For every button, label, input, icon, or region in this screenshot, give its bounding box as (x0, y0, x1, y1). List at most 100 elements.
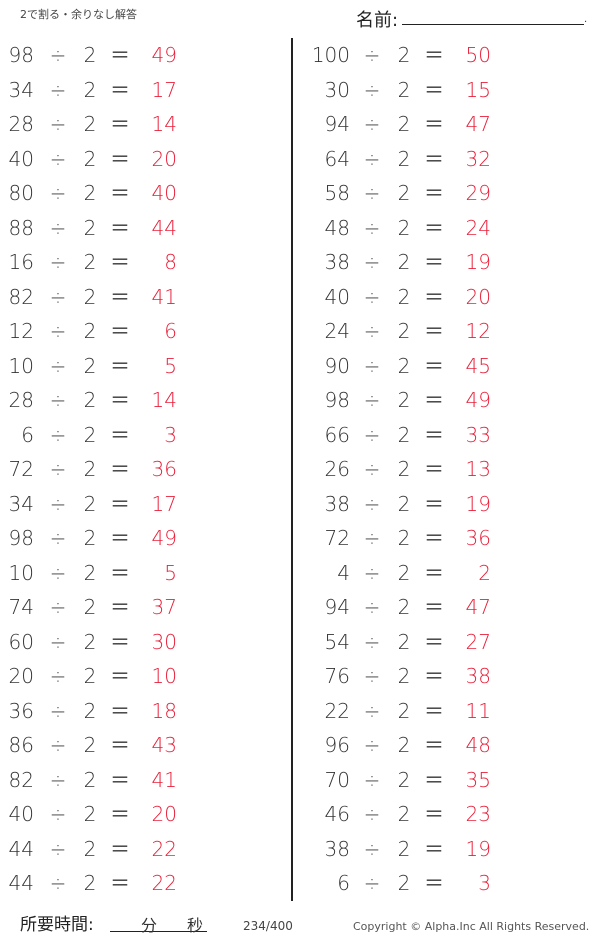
divisor: 2 (83, 491, 97, 516)
dividend: 10 (8, 560, 34, 585)
problem-row: 82 ÷ 2 ＝ 41 (0, 282, 600, 312)
dividend: 54 (324, 629, 350, 654)
equals-sign: ＝ (424, 43, 444, 67)
divisor: 2 (397, 215, 411, 240)
dividend: 100 (311, 43, 350, 67)
equals-sign: ＝ (424, 284, 444, 309)
answer: 45 (465, 353, 491, 378)
divide-sign: ÷ (49, 215, 67, 240)
problem-row: 66 ÷ 2 ＝ 33 (0, 420, 600, 450)
copyright: Copyright © Alpha.Inc All Rights Reserve… (353, 920, 590, 933)
divide-sign: ÷ (363, 836, 381, 861)
divide-sign: ÷ (363, 112, 381, 136)
dividend: 34 (8, 491, 34, 516)
problem-row: 22 ÷ 2 ＝ 11 (0, 696, 600, 726)
dividend: 40 (324, 284, 350, 309)
divide-sign: ÷ (363, 491, 381, 516)
equals-sign: ＝ (424, 319, 444, 343)
problem-row: 12 ÷ 2 ＝ 6 (0, 316, 600, 346)
problem-row: 98 ÷ 2 ＝ 49 (0, 523, 600, 553)
problem-row: 48 ÷ 2 ＝ 24 (0, 213, 600, 243)
name-field-line (402, 24, 584, 25)
divisor: 2 (83, 250, 97, 274)
problem-row: 34 ÷ 2 ＝ 17 (0, 75, 600, 105)
divide-sign: ÷ (49, 319, 67, 343)
problem-row: 38 ÷ 2 ＝ 19 (0, 489, 600, 519)
problem-row: 98 ÷ 2 ＝ 49 (0, 40, 600, 70)
equals-sign: ＝ (110, 250, 130, 274)
problem-row: 44 ÷ 2 ＝ 22 (0, 868, 600, 898)
divide-sign: ÷ (49, 146, 67, 171)
equals-sign: ＝ (424, 353, 444, 378)
answer: 3 (164, 422, 177, 447)
dividend: 34 (8, 77, 34, 102)
answer: 47 (465, 595, 491, 619)
answer: 20 (465, 284, 491, 309)
problem-row: 16 ÷ 2 ＝ 8 (0, 247, 600, 277)
answer: 15 (465, 77, 491, 102)
divisor: 2 (83, 457, 97, 481)
answer: 49 (151, 526, 177, 550)
answer: 33 (465, 422, 491, 447)
dividend: 82 (8, 284, 34, 309)
divide-sign: ÷ (49, 388, 67, 412)
divide-sign: ÷ (49, 560, 67, 585)
dividend: 36 (8, 698, 34, 723)
problem-row: 40 ÷ 2 ＝ 20 (0, 799, 600, 829)
problem-row: 54 ÷ 2 ＝ 27 (0, 627, 600, 657)
divisor: 2 (397, 422, 411, 447)
answer: 12 (465, 319, 491, 343)
dividend: 94 (324, 595, 350, 619)
answer: 22 (151, 836, 177, 861)
problem-row: 28 ÷ 2 ＝ 14 (0, 385, 600, 415)
divide-sign: ÷ (49, 284, 67, 309)
problem-row: 76 ÷ 2 ＝ 38 (0, 661, 600, 691)
answer: 50 (465, 43, 491, 67)
problem-row: 44 ÷ 2 ＝ 22 (0, 834, 600, 864)
problem-row: 70 ÷ 2 ＝ 35 (0, 765, 600, 795)
dividend: 64 (324, 146, 350, 171)
divisor: 2 (397, 698, 411, 723)
dividend: 24 (324, 319, 350, 343)
divisor: 2 (83, 353, 97, 378)
divide-sign: ÷ (49, 629, 67, 654)
equals-sign: ＝ (110, 560, 130, 585)
problem-row: 20 ÷ 2 ＝ 10 (0, 661, 600, 691)
problem-row: 100 ÷ 2 ＝ 50 (0, 40, 600, 70)
divide-sign: ÷ (49, 664, 67, 688)
dividend: 12 (8, 319, 34, 343)
equals-sign: ＝ (424, 698, 444, 723)
answer: 30 (151, 629, 177, 654)
answer: 5 (164, 353, 177, 378)
answer: 13 (465, 457, 491, 481)
equals-sign: ＝ (424, 181, 444, 205)
dividend: 38 (324, 491, 350, 516)
dividend: 94 (324, 112, 350, 136)
seconds-label: 秒 (187, 916, 204, 935)
answer: 41 (151, 284, 177, 309)
divide-sign: ÷ (363, 526, 381, 550)
problem-row: 36 ÷ 2 ＝ 18 (0, 696, 600, 726)
divide-sign: ÷ (363, 733, 381, 757)
divisor: 2 (397, 526, 411, 550)
divide-sign: ÷ (49, 422, 67, 447)
page-number: 234/400 (243, 919, 293, 933)
answer: 20 (151, 146, 177, 171)
divide-sign: ÷ (363, 388, 381, 412)
dividend: 20 (8, 664, 34, 688)
problem-row: 88 ÷ 2 ＝ 44 (0, 213, 600, 243)
dividend: 6 (337, 871, 350, 895)
dividend: 96 (324, 733, 350, 757)
answer: 47 (465, 112, 491, 136)
divide-sign: ÷ (363, 698, 381, 723)
problem-row: 46 ÷ 2 ＝ 23 (0, 799, 600, 829)
answer: 43 (151, 733, 177, 757)
problem-row: 94 ÷ 2 ＝ 47 (0, 109, 600, 139)
divisor: 2 (397, 733, 411, 757)
dividend: 38 (324, 250, 350, 274)
divide-sign: ÷ (49, 871, 67, 895)
answer: 17 (151, 491, 177, 516)
equals-sign: ＝ (424, 250, 444, 274)
name-label: 名前: (356, 10, 399, 31)
